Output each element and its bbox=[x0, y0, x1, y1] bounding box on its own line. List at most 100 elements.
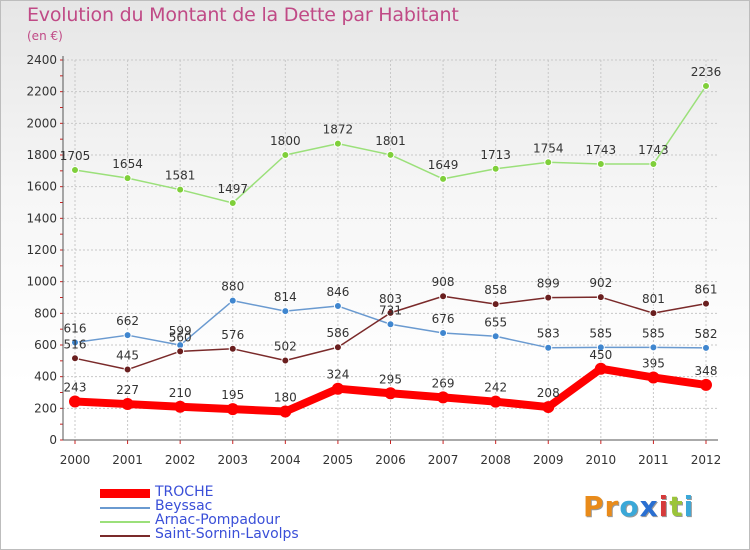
data-label-beyssac: 585 bbox=[642, 326, 665, 340]
data-point-beyssac bbox=[333, 302, 342, 311]
x-tick-label: 2011 bbox=[638, 453, 669, 467]
y-tick-label: 1000 bbox=[26, 275, 57, 289]
data-point-saint-sornin-lavolps bbox=[649, 309, 658, 318]
y-tick-label: 1800 bbox=[26, 148, 57, 162]
data-label-arnac-pompadour: 1713 bbox=[480, 148, 511, 162]
chart-unit-label: (en €) bbox=[27, 29, 63, 43]
data-point-beyssac bbox=[228, 296, 237, 305]
data-point-arnac-pompadour bbox=[649, 160, 658, 169]
data-point-beyssac bbox=[544, 343, 553, 352]
logo-letter: i bbox=[683, 490, 695, 523]
data-point-troche bbox=[174, 400, 187, 413]
data-point-beyssac bbox=[491, 332, 500, 341]
y-tick-label: 200 bbox=[34, 401, 57, 415]
data-point-saint-sornin-lavolps bbox=[596, 293, 605, 302]
data-label-troche: 243 bbox=[64, 381, 87, 395]
axis-layer: 0 200 400 600 800 1000 1200 1400 1600 1800 2000 220… bbox=[26, 53, 721, 467]
data-label-saint-sornin-lavolps: 899 bbox=[537, 277, 560, 291]
data-point-beyssac bbox=[439, 328, 448, 337]
data-label-arnac-pompadour: 1801 bbox=[375, 134, 406, 148]
data-label-troche: 210 bbox=[169, 386, 192, 400]
data-point-arnac-pompadour bbox=[176, 185, 185, 194]
data-point-saint-sornin-lavolps bbox=[333, 343, 342, 352]
y-tick-label: 800 bbox=[34, 306, 57, 320]
data-point-arnac-pompadour bbox=[386, 150, 395, 159]
x-tick-label: 2004 bbox=[270, 453, 301, 467]
legend-label: TROCHE bbox=[155, 484, 214, 500]
data-point-troche bbox=[69, 395, 81, 408]
data-label-beyssac: 662 bbox=[116, 314, 139, 328]
logo-letter: o bbox=[619, 490, 640, 523]
y-tick-label: 2200 bbox=[26, 85, 57, 99]
data-point-saint-sornin-lavolps bbox=[281, 356, 290, 365]
data-label-beyssac: 616 bbox=[64, 321, 87, 335]
legend-swatch bbox=[100, 521, 150, 523]
x-tick-label: 2006 bbox=[375, 453, 406, 467]
data-point-beyssac bbox=[649, 343, 658, 352]
data-point-troche bbox=[700, 378, 712, 391]
data-label-arnac-pompadour: 1743 bbox=[638, 143, 669, 157]
data-label-arnac-pompadour: 1497 bbox=[217, 182, 248, 196]
y-tick-label: 0 bbox=[49, 433, 57, 447]
data-point-arnac-pompadour bbox=[281, 151, 290, 159]
legend-swatch bbox=[100, 535, 150, 537]
x-tick-label: 2000 bbox=[60, 453, 91, 467]
data-point-arnac-pompadour bbox=[544, 158, 553, 167]
data-point-beyssac bbox=[596, 343, 605, 352]
data-label-troche: 395 bbox=[642, 356, 665, 370]
data-point-troche bbox=[542, 401, 555, 414]
data-label-beyssac: 585 bbox=[589, 326, 612, 340]
data-label-saint-sornin-lavolps: 861 bbox=[695, 283, 718, 297]
data-label-arnac-pompadour: 1754 bbox=[533, 141, 564, 155]
data-label-saint-sornin-lavolps: 586 bbox=[326, 326, 349, 340]
data-label-beyssac: 731 bbox=[379, 303, 402, 317]
data-label-troche: 227 bbox=[116, 383, 139, 397]
x-tick-label: 2009 bbox=[533, 453, 564, 467]
data-point-beyssac bbox=[123, 331, 132, 340]
data-label-arnac-pompadour: 2236 bbox=[691, 65, 722, 79]
data-label-troche: 195 bbox=[221, 388, 244, 402]
data-point-beyssac bbox=[386, 320, 395, 329]
data-label-saint-sornin-lavolps: 445 bbox=[116, 349, 139, 363]
data-label-beyssac: 583 bbox=[537, 327, 560, 341]
x-tick-label: 2010 bbox=[586, 453, 617, 467]
series-layer bbox=[69, 81, 712, 418]
logo-letter: r bbox=[604, 490, 620, 523]
y-tick-label: 600 bbox=[34, 338, 57, 352]
data-label-saint-sornin-lavolps: 902 bbox=[589, 276, 612, 290]
data-point-arnac-pompadour bbox=[333, 139, 342, 148]
y-tick-label: 1600 bbox=[26, 180, 57, 194]
data-label-saint-sornin-lavolps: 803 bbox=[379, 292, 402, 306]
data-label-arnac-pompadour: 1872 bbox=[323, 123, 354, 137]
grid-layer bbox=[63, 59, 718, 441]
data-point-troche bbox=[384, 387, 397, 400]
data-point-arnac-pompadour bbox=[596, 160, 605, 169]
data-point-arnac-pompadour bbox=[491, 164, 500, 173]
y-tick-label: 1400 bbox=[26, 211, 57, 225]
logo-letter: P bbox=[583, 490, 605, 523]
legend-label: Beyssac bbox=[155, 498, 213, 514]
data-point-arnac-pompadour bbox=[439, 174, 448, 183]
data-label-beyssac: 655 bbox=[484, 315, 507, 329]
data-point-troche bbox=[226, 403, 239, 416]
data-label-beyssac: 880 bbox=[221, 280, 244, 294]
x-tick-label: 2001 bbox=[112, 453, 143, 467]
data-label-arnac-pompadour: 1800 bbox=[270, 134, 301, 148]
data-point-saint-sornin-lavolps bbox=[386, 308, 395, 317]
data-label-saint-sornin-lavolps: 908 bbox=[432, 275, 455, 289]
data-point-arnac-pompadour bbox=[702, 81, 710, 90]
data-label-beyssac: 846 bbox=[326, 285, 349, 299]
data-point-troche bbox=[489, 395, 502, 408]
logo-letter: i bbox=[658, 490, 670, 523]
data-point-saint-sornin-lavolps bbox=[176, 347, 185, 356]
x-tick-label: 2008 bbox=[480, 453, 511, 467]
data-point-saint-sornin-lavolps bbox=[71, 354, 79, 363]
data-point-arnac-pompadour bbox=[228, 198, 237, 207]
x-tick-label: 2012 bbox=[691, 453, 722, 467]
data-label-troche: 295 bbox=[379, 372, 402, 386]
data-label-troche: 180 bbox=[274, 391, 297, 405]
legend-label: Saint-Sornin-Lavolps bbox=[155, 526, 299, 542]
data-label-saint-sornin-lavolps: 516 bbox=[64, 337, 87, 351]
data-label-arnac-pompadour: 1649 bbox=[428, 158, 459, 172]
